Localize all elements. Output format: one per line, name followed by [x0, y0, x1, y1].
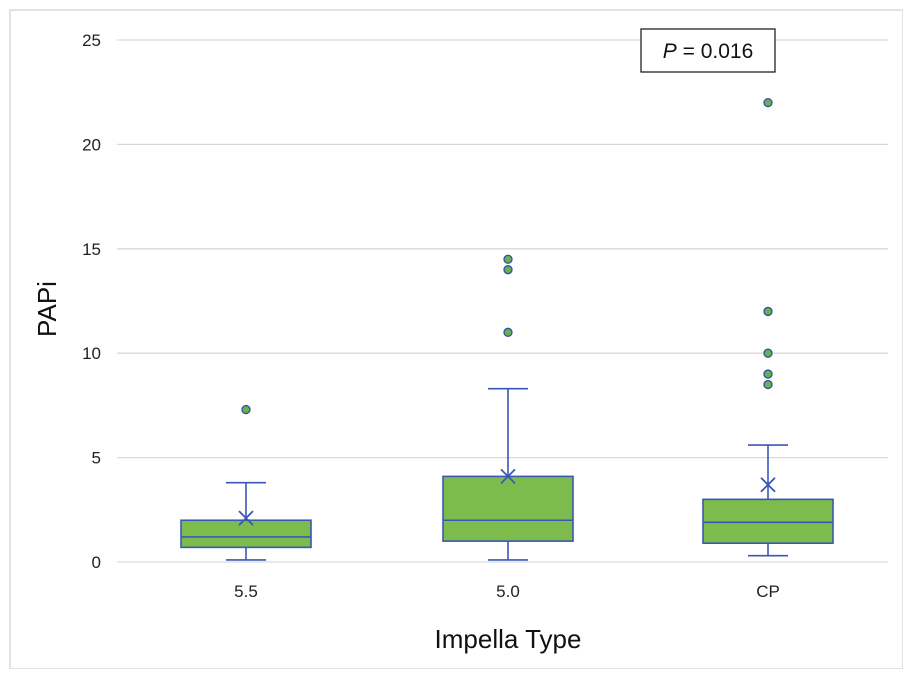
p-value-box [640, 28, 776, 73]
x-tick-label: 5.5 [234, 582, 258, 601]
p-value-text: P = 0.016 [663, 40, 754, 63]
y-axis-label: PAPi [32, 281, 62, 337]
outlier-point [503, 327, 513, 337]
outlier-point [763, 379, 773, 390]
outlier-point [763, 348, 773, 358]
plot-border [9, 9, 903, 670]
outlier-point [763, 97, 773, 108]
y-tick-label: 5 [92, 449, 101, 468]
mean-marker [238, 510, 254, 526]
box-group-5-5 [180, 404, 312, 561]
iqr-box [442, 475, 574, 542]
x-tick-label: CP [756, 582, 780, 601]
iqr-box [180, 519, 312, 549]
gridlines [117, 39, 888, 563]
mean-marker [760, 477, 776, 493]
p-value: = 0.016 [677, 40, 753, 63]
box-group-CP [702, 97, 834, 557]
x-axis-label: Impella Type [435, 624, 582, 654]
outlier-point [503, 254, 513, 264]
iqr-box [702, 498, 834, 545]
box-group-5-0 [442, 254, 574, 561]
p-value-annotation: P = 0.016 [640, 28, 776, 73]
p-symbol: P [663, 40, 677, 63]
y-tick-label: 10 [82, 344, 101, 363]
y-tick-label: 0 [92, 553, 101, 572]
outlier-point [503, 265, 513, 275]
y-tick-label: 15 [82, 240, 101, 259]
y-tick-label: 20 [82, 135, 101, 154]
y-axis-ticks: 0 5 10 15 20 25 [82, 31, 101, 572]
outlier-point [241, 404, 251, 415]
y-tick-label: 25 [82, 31, 101, 50]
outlier-point [763, 306, 773, 317]
outlier-point [763, 369, 773, 379]
x-axis-ticks: 5.5 5.0 CP [234, 582, 780, 601]
x-tick-label: 5.0 [496, 582, 520, 601]
mean-marker [500, 468, 516, 485]
box-series [180, 97, 834, 561]
